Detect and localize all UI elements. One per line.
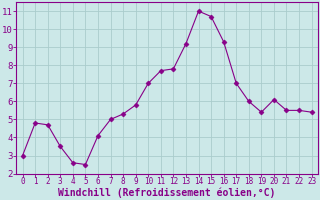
X-axis label: Windchill (Refroidissement éolien,°C): Windchill (Refroidissement éolien,°C)	[59, 187, 276, 198]
